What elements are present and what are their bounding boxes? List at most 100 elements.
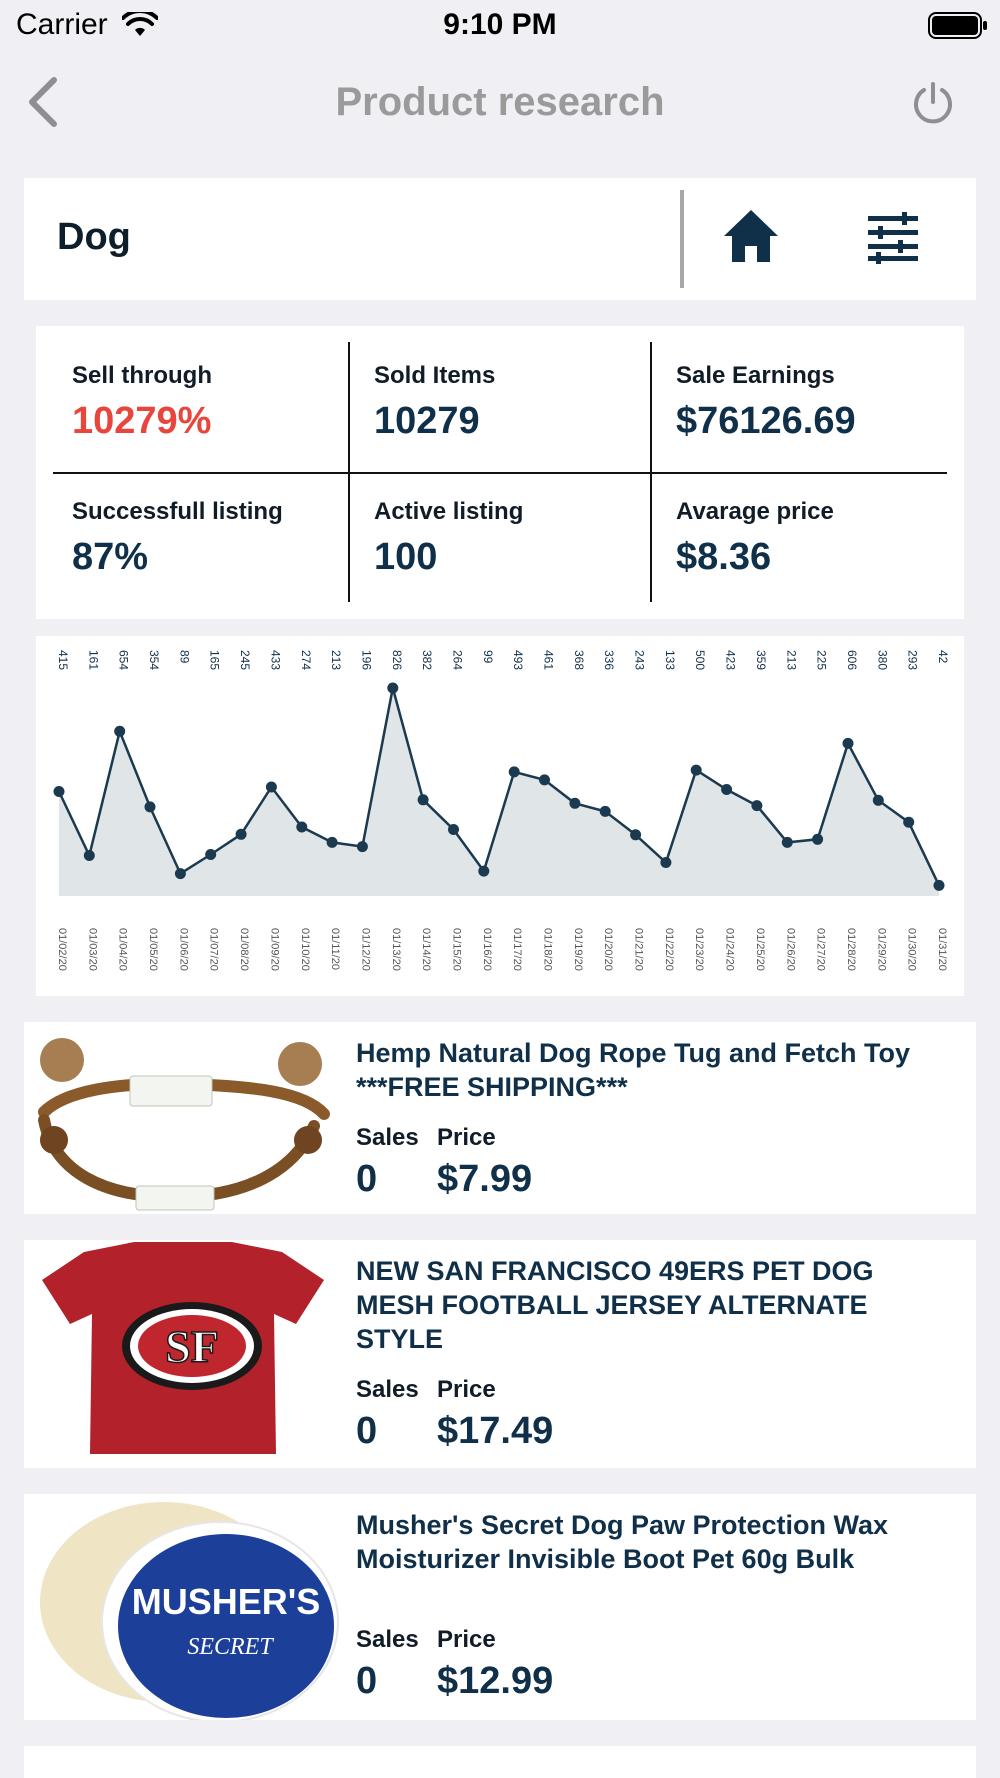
- sales-label: Sales: [356, 1376, 419, 1403]
- chart-point[interactable]: [630, 829, 642, 841]
- chart-point[interactable]: [660, 857, 672, 868]
- product-card[interactable]: Hemp Natural Dog Rope Tug and Fetch Toy …: [24, 1022, 976, 1214]
- page-title: Product research: [335, 80, 665, 124]
- chart-data-label: 213: [329, 650, 343, 670]
- chart-x-tick-label: 01/27/20: [815, 928, 827, 971]
- sales-chart-svg: 415 01/02/20 161 01/03/20 654 01/04/20 354 01/0…: [53, 650, 950, 971]
- chart-x-tick-label: 01/29/20: [875, 928, 887, 971]
- chart-point[interactable]: [235, 828, 247, 840]
- chart-data-label: 293: [906, 650, 920, 670]
- chart-data-label: 380: [875, 650, 889, 670]
- product-title[interactable]: Hemp Natural Dog Rope Tug and Fetch Toy …: [356, 1036, 968, 1104]
- chart-data-label: 433: [268, 650, 282, 670]
- stat-successful-listing: Successfull listing 87%: [36, 462, 336, 592]
- chart-data-label: 500: [693, 650, 707, 670]
- chart-point[interactable]: [751, 800, 763, 812]
- chevron-left-icon[interactable]: [24, 74, 64, 130]
- chart-point[interactable]: [448, 824, 459, 835]
- chart-point[interactable]: [205, 849, 217, 860]
- chart-point[interactable]: [296, 821, 308, 833]
- chart-point[interactable]: [842, 737, 854, 749]
- chart-x-tick-label: 01/22/20: [663, 928, 675, 971]
- chart-x-tick-label: 01/08/20: [238, 928, 250, 971]
- chart-point[interactable]: [599, 805, 611, 817]
- chart-data-label: 161: [86, 650, 100, 670]
- chart-data-label: 368: [572, 650, 586, 670]
- chart-x-tick-label: 01/14/20: [420, 928, 432, 971]
- home-icon[interactable]: [722, 208, 780, 264]
- brand-logo-line: SECRET: [187, 1634, 274, 1660]
- stat-label: Sale Earnings: [676, 362, 835, 389]
- chart-x-tick-label: 01/09/20: [268, 928, 280, 971]
- next-product-card[interactable]: [24, 1746, 976, 1778]
- chart-x-tick-label: 01/23/20: [693, 928, 705, 971]
- chart-x-tick-label: 01/17/20: [511, 928, 523, 971]
- chart-point[interactable]: [812, 833, 824, 845]
- product-title-line: ***FREE SHIPPING***: [356, 1072, 628, 1102]
- price-label: Price: [437, 1626, 496, 1653]
- chart-x-tick-label: 01/10/20: [299, 928, 311, 971]
- search-input[interactable]: Dog: [57, 216, 131, 258]
- chart-x-tick-label: 01/04/20: [117, 928, 129, 971]
- chart-x-tick-label: 01/12/20: [359, 928, 371, 971]
- chart-data-label: 826: [390, 650, 404, 670]
- chart-point[interactable]: [508, 766, 520, 778]
- chart-data-label: 336: [602, 650, 616, 670]
- clock: 9:10 PM: [443, 8, 557, 41]
- chart-point[interactable]: [417, 794, 429, 806]
- chart-point[interactable]: [478, 865, 490, 877]
- chart-point[interactable]: [387, 682, 399, 694]
- chart-point[interactable]: [326, 836, 338, 848]
- product-card[interactable]: SF NEW SAN FRANCISCO 49ERS PET DOG MESH …: [24, 1240, 976, 1468]
- chart-data-label: 354: [147, 650, 161, 670]
- chart-point[interactable]: [265, 781, 277, 793]
- chart-point[interactable]: [690, 764, 702, 776]
- chart-x-tick-label: 01/11/20: [329, 928, 341, 970]
- grid-divider: [53, 472, 947, 474]
- chart-data-label: 225: [815, 650, 829, 670]
- chart-data-label: 654: [117, 650, 131, 670]
- stat-sale-earnings: Sale Earnings $76126.69: [640, 326, 940, 456]
- power-icon[interactable]: [910, 80, 956, 126]
- chart-x-tick-label: 01/02/20: [56, 928, 68, 971]
- sliders-icon[interactable]: [866, 212, 920, 264]
- chart-x-tick-label: 01/15/20: [451, 928, 463, 971]
- chart-x-tick-label: 01/13/20: [390, 928, 402, 971]
- chart-point[interactable]: [174, 868, 186, 880]
- chart-point[interactable]: [356, 841, 368, 853]
- sales-chart: 415 01/02/20 161 01/03/20 654 01/04/20 354 01/0…: [36, 636, 964, 996]
- chart-point[interactable]: [569, 797, 581, 809]
- price-label: Price: [437, 1124, 496, 1151]
- nav-bar: Product research: [0, 60, 1000, 140]
- chart-point[interactable]: [933, 879, 945, 891]
- chart-point[interactable]: [144, 801, 156, 813]
- chart-data-label: 243: [633, 650, 647, 670]
- stat-sold-items: Sold Items 10279: [338, 326, 638, 456]
- chart-point[interactable]: [539, 774, 550, 786]
- chart-data-label: 423: [724, 650, 738, 670]
- product-title[interactable]: Musher's Secret Dog Paw Protection Wax M…: [356, 1508, 968, 1576]
- chart-x-tick-label: 01/16/20: [481, 928, 493, 971]
- chart-x-tick-label: 01/26/20: [784, 928, 796, 971]
- stat-label: Sold Items: [374, 362, 496, 389]
- chart-data-label: 42: [936, 650, 950, 664]
- price-value: $7.99: [437, 1158, 533, 1200]
- chart-data-label: 493: [511, 650, 525, 670]
- stat-label: Active listing: [374, 498, 524, 525]
- chart-point[interactable]: [781, 836, 793, 848]
- chart-point[interactable]: [872, 794, 884, 806]
- price-value: $17.49: [437, 1410, 554, 1452]
- jersey-image: SF: [24, 1240, 342, 1468]
- carrier-label: Carrier: [16, 8, 108, 41]
- chart-point[interactable]: [114, 725, 126, 737]
- chart-point[interactable]: [903, 816, 915, 828]
- chart-data-label: 99: [481, 650, 495, 664]
- chart-x-tick-label: 01/28/20: [845, 928, 857, 971]
- chart-area-fill: [59, 688, 939, 896]
- stat-value: 10279: [374, 400, 480, 442]
- product-title[interactable]: NEW SAN FRANCISCO 49ERS PET DOG MESH FOO…: [356, 1254, 968, 1356]
- chart-point[interactable]: [83, 850, 95, 861]
- chart-point[interactable]: [53, 786, 65, 797]
- product-card[interactable]: MUSHER'S SECRET Musher's Secret Dog Paw …: [24, 1494, 976, 1720]
- chart-point[interactable]: [721, 784, 733, 795]
